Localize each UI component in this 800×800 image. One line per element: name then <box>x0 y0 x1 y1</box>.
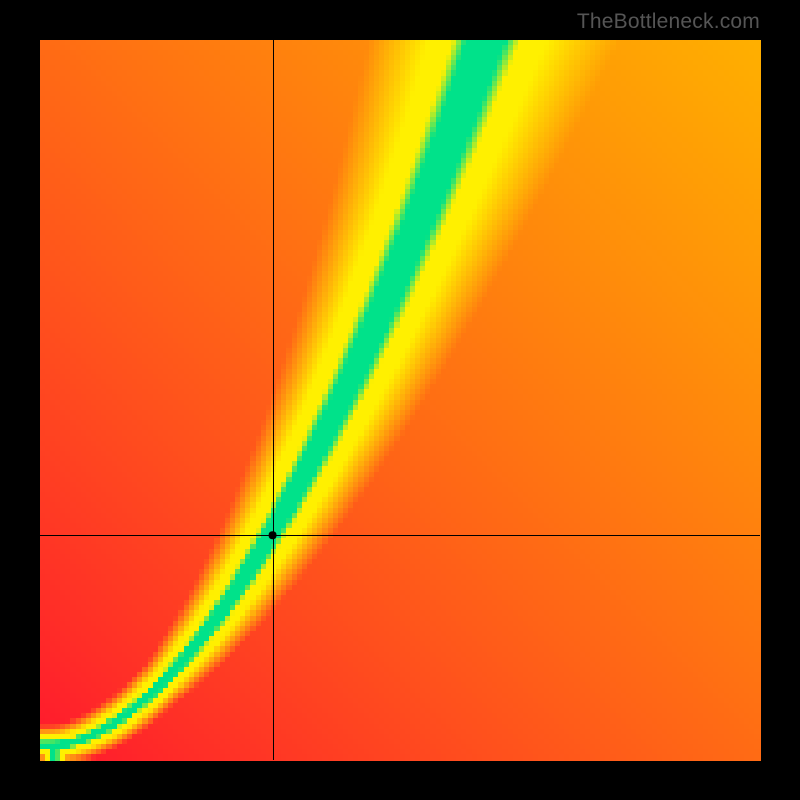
watermark-text: TheBottleneck.com <box>577 10 760 34</box>
bottleneck-heatmap <box>0 0 800 800</box>
chart-container: TheBottleneck.com <box>0 0 800 800</box>
